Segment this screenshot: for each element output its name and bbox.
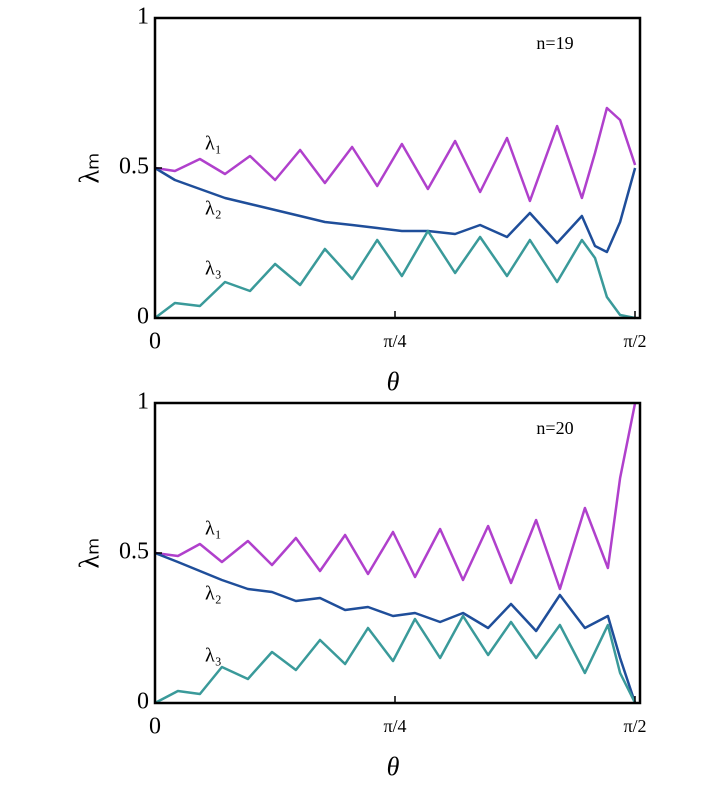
series-line xyxy=(154,614,637,705)
x-tick-label: π/4 xyxy=(383,716,406,736)
series-label: λ₂ xyxy=(205,583,222,605)
plot-frame xyxy=(153,401,642,705)
y-axis-label: λₘ xyxy=(74,537,105,568)
y-tick-label: 0.5 xyxy=(119,539,149,565)
y-tick-label: 1 xyxy=(137,389,149,415)
series-label: λ₃ xyxy=(205,258,222,280)
x-axis-label: θ xyxy=(387,367,400,396)
series-label: λ₃ xyxy=(205,645,222,667)
x-tick-label: π/2 xyxy=(623,716,646,736)
y-tick-label: 0 xyxy=(137,304,149,330)
panel: λ₁ λ₂ λ₃ 0 0.5 1 0 π/4 π/2 θ λₘ n=19 xyxy=(74,4,646,396)
series-label: λ₁ xyxy=(205,518,222,540)
y-axis-label: λₘ xyxy=(74,152,105,183)
y-tick-label: 1 xyxy=(137,4,149,30)
series-line xyxy=(154,402,637,591)
x-tick-label: 0 xyxy=(149,714,161,740)
x-tick-label: π/4 xyxy=(383,331,406,351)
annotation: n=20 xyxy=(536,418,573,438)
x-axis-label: θ xyxy=(387,752,400,781)
series-line xyxy=(154,106,637,203)
annotation: n=19 xyxy=(536,33,573,53)
series-line xyxy=(154,551,637,704)
y-tick-label: 0 xyxy=(137,689,149,715)
series-label: λ₁ xyxy=(205,133,222,155)
y-tick-label: 0.5 xyxy=(119,154,149,180)
x-tick-label: π/2 xyxy=(623,331,646,351)
plot-frame xyxy=(153,16,642,320)
panel: λ₁ λ₂ λ₃ 0 0.5 1 0 π/4 π/2 θ λₘ n=20 xyxy=(74,389,646,781)
x-tick-label: 0 xyxy=(149,329,161,355)
series-line xyxy=(154,166,637,254)
series-line xyxy=(154,229,636,320)
series-label: λ₂ xyxy=(205,198,222,220)
